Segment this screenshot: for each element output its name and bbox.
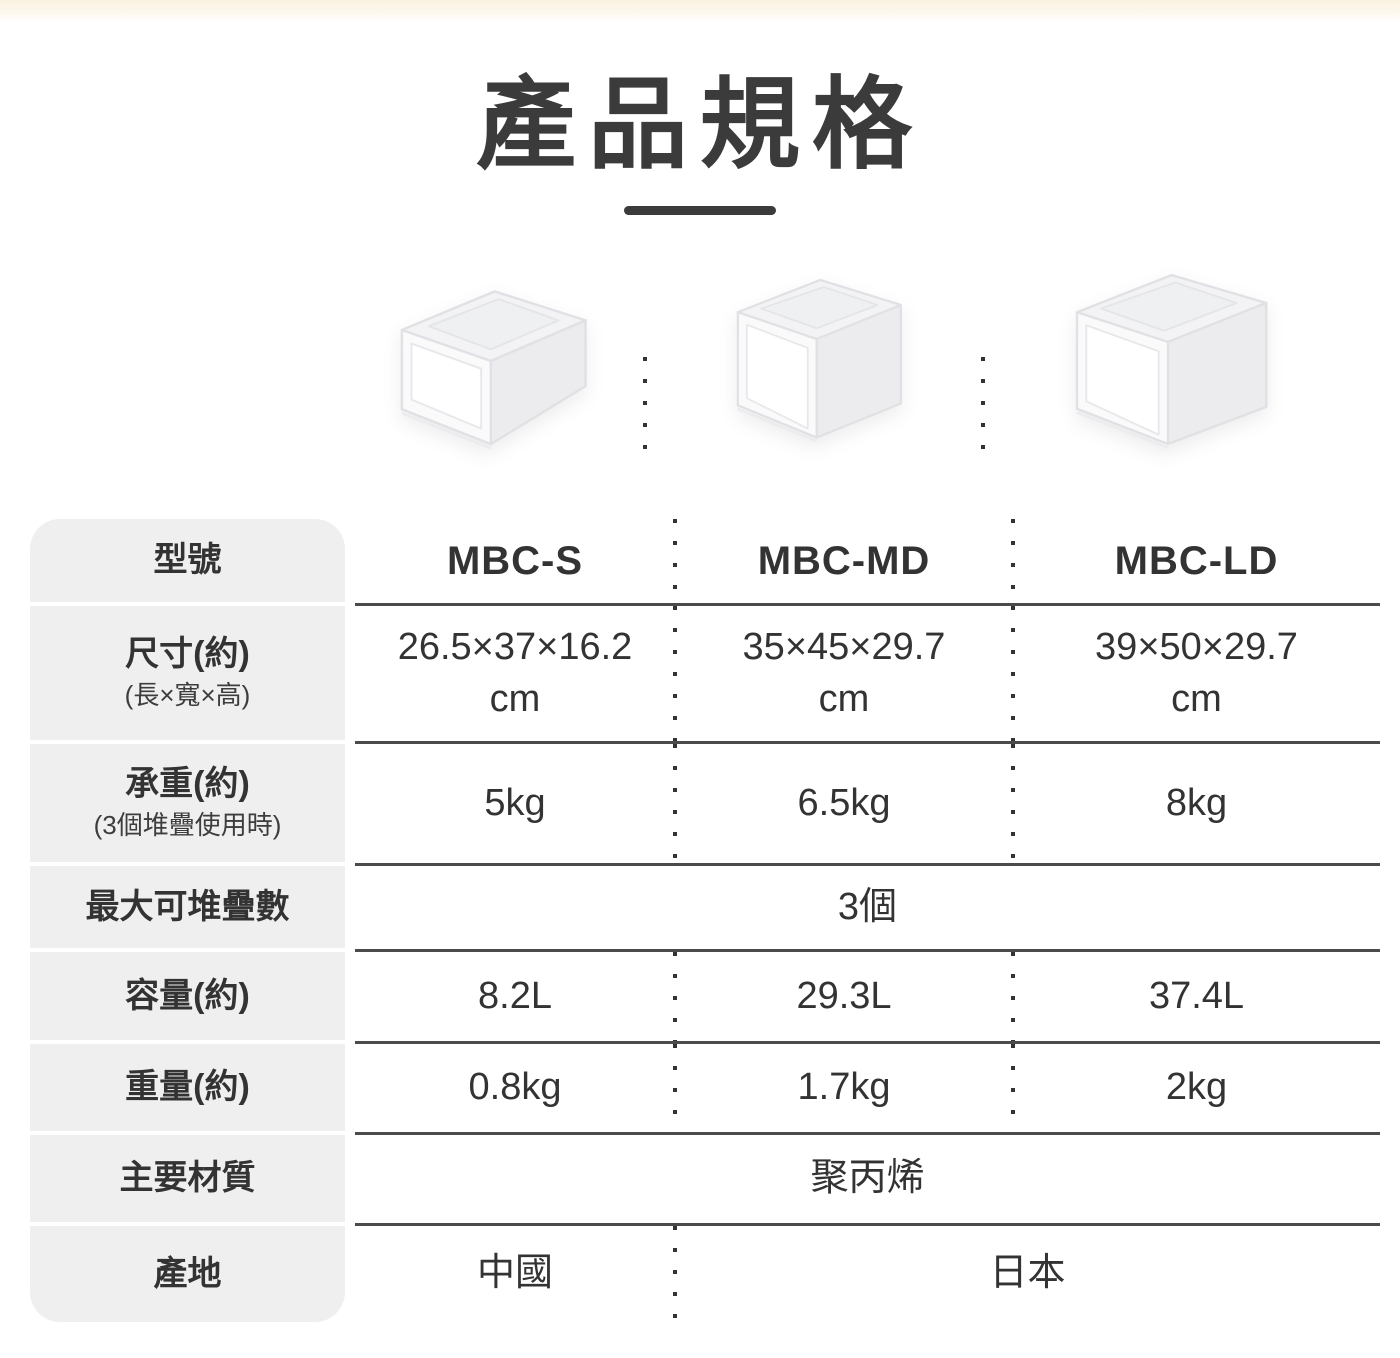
model-cell-3: MBC-LD bbox=[1011, 519, 1380, 603]
row-label-text: 承重(約) bbox=[125, 764, 250, 803]
origin-value: 日本 bbox=[989, 1252, 1066, 1295]
size-unit: cm bbox=[489, 677, 541, 720]
storage-box-image-mbc-s bbox=[400, 290, 587, 450]
model-cell-1: MBC-S bbox=[355, 519, 675, 603]
row-label-stack: 最大可堆疊數 bbox=[30, 866, 345, 952]
load-cell-1: 5kg bbox=[355, 744, 675, 863]
row-label-text: 重量(約) bbox=[125, 1068, 250, 1107]
row-content-size: 26.5×37×16.2 cm 35×45×29.7 cm 39×50×29.7… bbox=[355, 606, 1380, 744]
storage-box-image-mbc-ld bbox=[1075, 273, 1267, 450]
capacity-cell-2: 29.3L bbox=[673, 952, 1013, 1041]
storage-box-image-mbc-md bbox=[736, 278, 902, 443]
size-value: 35×45×29.7 bbox=[742, 626, 946, 669]
weight-value: 1.7kg bbox=[797, 1066, 891, 1109]
material-cell-merged: 聚丙烯 bbox=[355, 1135, 1380, 1223]
row-label-model: 型號 bbox=[30, 519, 345, 606]
size-unit: cm bbox=[1171, 677, 1222, 720]
load-value: 8kg bbox=[1165, 781, 1228, 824]
row-label-load: 承重(約) (3個堆疊使用時) bbox=[30, 744, 345, 866]
row-label-capacity: 容量(約) bbox=[30, 952, 345, 1044]
origin-value: 中國 bbox=[476, 1252, 553, 1295]
table-row-origin: 產地 中國 日本 bbox=[30, 1226, 1380, 1322]
table-row-weight: 重量(約) 0.8kg 1.7kg 2kg bbox=[30, 1044, 1380, 1135]
row-content-material: 聚丙烯 bbox=[355, 1135, 1380, 1226]
table-row-model: 型號 MBC-S MBC-MD MBC-LD bbox=[30, 519, 1380, 606]
load-cell-3: 8kg bbox=[1011, 744, 1380, 863]
product-images-row bbox=[0, 215, 1400, 453]
capacity-cell-3: 37.4L bbox=[1011, 952, 1380, 1041]
row-label-text: 容量(約) bbox=[125, 976, 250, 1015]
row-label-subtext: (長×寬×高) bbox=[124, 680, 251, 711]
row-content-stack: 3個 bbox=[355, 866, 1380, 952]
table-row-stack: 最大可堆疊數 3個 bbox=[30, 866, 1380, 952]
table-row-size: 尺寸(約) (長×寬×高) 26.5×37×16.2 cm 35×45×29.7… bbox=[30, 606, 1380, 744]
model-cell-2: MBC-MD bbox=[673, 519, 1013, 603]
table-row-load: 承重(約) (3個堆疊使用時) 5kg 6.5kg 8kg bbox=[30, 744, 1380, 866]
row-label-size: 尺寸(約) (長×寬×高) bbox=[30, 606, 345, 744]
stack-cell-merged: 3個 bbox=[355, 866, 1380, 949]
weight-cell-2: 1.7kg bbox=[673, 1044, 1013, 1132]
model-name: MBC-LD bbox=[1114, 538, 1279, 583]
table-row-material: 主要材質 聚丙烯 bbox=[30, 1135, 1380, 1226]
row-label-text: 產地 bbox=[153, 1254, 222, 1293]
size-value: 26.5×37×16.2 bbox=[397, 626, 633, 669]
row-content-load: 5kg 6.5kg 8kg bbox=[355, 744, 1380, 866]
load-cell-2: 6.5kg bbox=[673, 744, 1013, 863]
images-row-spacer bbox=[0, 215, 325, 453]
title-section: 產品規格 bbox=[0, 22, 1400, 215]
model-name: MBC-S bbox=[446, 538, 584, 583]
model-name: MBC-MD bbox=[757, 538, 931, 583]
size-unit: cm bbox=[818, 677, 870, 720]
capacity-value: 8.2L bbox=[478, 974, 552, 1017]
table-row-capacity: 容量(約) 8.2L 29.3L 37.4L bbox=[30, 952, 1380, 1044]
capacity-value: 29.3L bbox=[796, 974, 892, 1017]
row-label-text: 最大可堆疊數 bbox=[85, 887, 290, 926]
capacity-value: 37.4L bbox=[1148, 974, 1245, 1017]
row-label-text: 主要材質 bbox=[119, 1159, 256, 1198]
spec-table: 型號 MBC-S MBC-MD MBC-LD 尺寸(約) (長×寬×高) 26.… bbox=[30, 519, 1380, 1322]
product-image-cell-mbc-ld bbox=[981, 215, 1350, 453]
weight-value: 2kg bbox=[1165, 1066, 1228, 1109]
row-label-material: 主要材質 bbox=[30, 1135, 345, 1226]
row-label-text: 型號 bbox=[153, 541, 222, 580]
row-content-weight: 0.8kg 1.7kg 2kg bbox=[355, 1044, 1380, 1135]
size-cell-3: 39×50×29.7 cm bbox=[1011, 606, 1380, 741]
product-image-cell-mbc-md bbox=[643, 215, 983, 453]
row-label-text: 尺寸(約) bbox=[125, 634, 250, 673]
weight-value: 0.8kg bbox=[468, 1066, 562, 1109]
page-title: 產品規格 bbox=[476, 69, 924, 181]
row-content-origin: 中國 日本 bbox=[355, 1226, 1380, 1322]
title-underline bbox=[624, 206, 776, 215]
row-content-model: MBC-S MBC-MD MBC-LD bbox=[355, 519, 1380, 606]
top-cream-band bbox=[0, 0, 1400, 22]
stack-value: 3個 bbox=[837, 885, 898, 928]
row-label-origin: 產地 bbox=[30, 1226, 345, 1322]
origin-cell-1: 中國 bbox=[355, 1226, 675, 1322]
row-content-capacity: 8.2L 29.3L 37.4L bbox=[355, 952, 1380, 1044]
load-value: 6.5kg bbox=[797, 781, 891, 824]
row-label-weight: 重量(約) bbox=[30, 1044, 345, 1135]
size-cell-2: 35×45×29.7 cm bbox=[673, 606, 1013, 741]
material-value: 聚丙烯 bbox=[810, 1157, 925, 1200]
size-value: 39×50×29.7 bbox=[1095, 626, 1298, 669]
origin-cell-merged: 日本 bbox=[673, 1226, 1380, 1322]
weight-cell-3: 2kg bbox=[1011, 1044, 1380, 1132]
weight-cell-1: 0.8kg bbox=[355, 1044, 675, 1132]
row-label-subtext: (3個堆疊使用時) bbox=[93, 810, 282, 841]
product-image-cell-mbc-s bbox=[325, 215, 645, 453]
load-value: 5kg bbox=[484, 781, 546, 824]
capacity-cell-1: 8.2L bbox=[355, 952, 675, 1041]
size-cell-1: 26.5×37×16.2 cm bbox=[355, 606, 675, 741]
